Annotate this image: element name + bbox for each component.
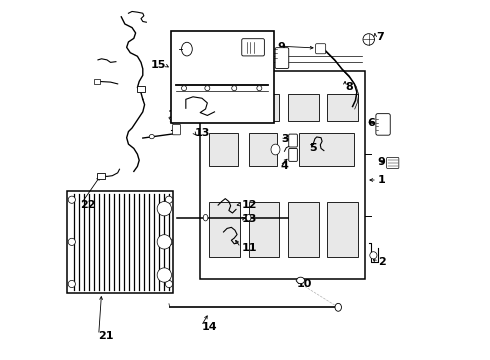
Text: 8: 8 <box>345 82 353 92</box>
FancyBboxPatch shape <box>172 125 180 135</box>
Ellipse shape <box>181 42 192 56</box>
Bar <box>97 173 105 179</box>
Bar <box>68 191 173 293</box>
Text: 16: 16 <box>186 91 201 101</box>
Text: 4: 4 <box>281 161 289 171</box>
Circle shape <box>157 202 171 216</box>
Circle shape <box>232 86 237 91</box>
Text: 1: 1 <box>378 175 386 185</box>
Text: 17: 17 <box>184 42 199 52</box>
Text: 11: 11 <box>242 243 257 253</box>
Text: 18: 18 <box>229 42 245 52</box>
Text: 6: 6 <box>367 118 375 128</box>
Text: 9: 9 <box>378 157 386 167</box>
Ellipse shape <box>296 277 304 284</box>
Bar <box>94 79 100 84</box>
Text: 7: 7 <box>376 32 384 41</box>
Text: 14: 14 <box>202 322 218 332</box>
Bar <box>288 202 319 257</box>
Bar <box>248 202 279 257</box>
Bar <box>248 94 279 121</box>
Bar <box>299 134 354 166</box>
Circle shape <box>157 268 171 282</box>
Circle shape <box>157 235 171 249</box>
Bar <box>137 86 145 93</box>
Circle shape <box>166 196 172 203</box>
Text: 9: 9 <box>277 42 285 52</box>
Bar <box>327 202 358 257</box>
Text: 2: 2 <box>378 257 386 267</box>
Bar <box>327 94 358 121</box>
Circle shape <box>181 86 187 91</box>
Circle shape <box>166 280 172 288</box>
Ellipse shape <box>203 215 208 221</box>
Text: 20: 20 <box>259 80 275 90</box>
Text: 21: 21 <box>98 331 114 341</box>
Circle shape <box>166 238 172 246</box>
FancyBboxPatch shape <box>387 157 399 168</box>
Ellipse shape <box>246 215 251 221</box>
Bar <box>209 94 240 121</box>
Circle shape <box>68 238 75 246</box>
Text: 3: 3 <box>281 134 289 144</box>
Ellipse shape <box>149 134 154 139</box>
Text: 5: 5 <box>310 143 317 153</box>
FancyBboxPatch shape <box>289 134 297 147</box>
Circle shape <box>370 252 377 259</box>
FancyBboxPatch shape <box>242 39 265 56</box>
Bar <box>288 94 319 121</box>
Bar <box>209 202 240 257</box>
Text: 12: 12 <box>242 200 257 210</box>
FancyBboxPatch shape <box>316 44 326 54</box>
Text: 22: 22 <box>80 200 96 210</box>
FancyBboxPatch shape <box>200 71 365 279</box>
Circle shape <box>68 280 75 288</box>
Text: 10: 10 <box>297 279 312 289</box>
FancyBboxPatch shape <box>289 148 297 161</box>
FancyBboxPatch shape <box>275 48 289 68</box>
Text: 13: 13 <box>242 215 257 224</box>
Text: 15: 15 <box>151 60 166 70</box>
Bar <box>248 134 277 166</box>
Bar <box>209 134 238 166</box>
Ellipse shape <box>271 144 280 155</box>
Text: 19: 19 <box>182 103 198 113</box>
Circle shape <box>205 86 210 91</box>
Text: 10: 10 <box>168 111 183 121</box>
Circle shape <box>68 196 75 203</box>
FancyBboxPatch shape <box>376 114 390 135</box>
Circle shape <box>363 34 374 45</box>
Text: 13: 13 <box>195 129 210 138</box>
Bar <box>172 31 274 123</box>
Circle shape <box>257 86 262 91</box>
Ellipse shape <box>335 303 342 311</box>
